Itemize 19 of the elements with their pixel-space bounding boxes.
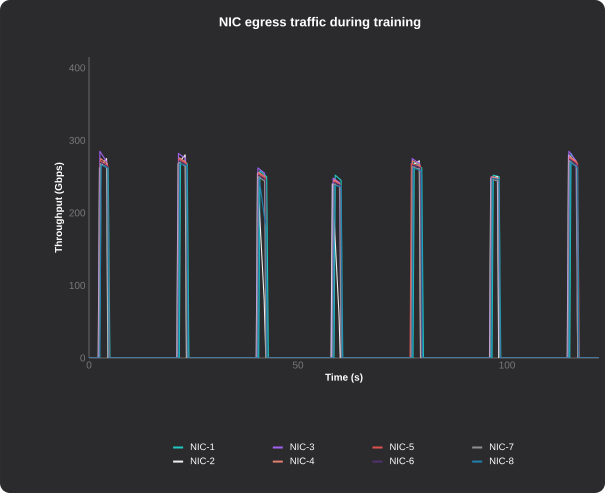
- y-axis-title: Throughput (Gbps): [54, 162, 64, 253]
- y-tick-label: 300: [69, 136, 86, 144]
- legend-label: NIC-2: [190, 458, 214, 464]
- x-axis-title: Time (s): [325, 373, 363, 383]
- legend-label: NIC-3: [290, 443, 314, 450]
- legend-label: NIC-7: [490, 443, 514, 450]
- x-tick-label: 0: [86, 362, 92, 369]
- legend-label: NIC-4: [290, 458, 314, 464]
- x-tick-label: 50: [292, 362, 304, 369]
- y-tick-label: 100: [70, 282, 86, 289]
- legend-label: NIC-8: [490, 458, 514, 464]
- legend-label: NIC-1: [190, 443, 214, 450]
- x-tick-label: 100: [499, 362, 515, 369]
- y-tick-label: 200: [69, 209, 86, 216]
- legend-label: NIC-6: [390, 458, 414, 464]
- legend-label: NIC-5: [390, 443, 414, 450]
- y-tick-label: 0: [80, 354, 86, 362]
- chart-title: NIC egress traffic during training: [220, 16, 420, 30]
- y-tick-label: 400: [69, 64, 86, 72]
